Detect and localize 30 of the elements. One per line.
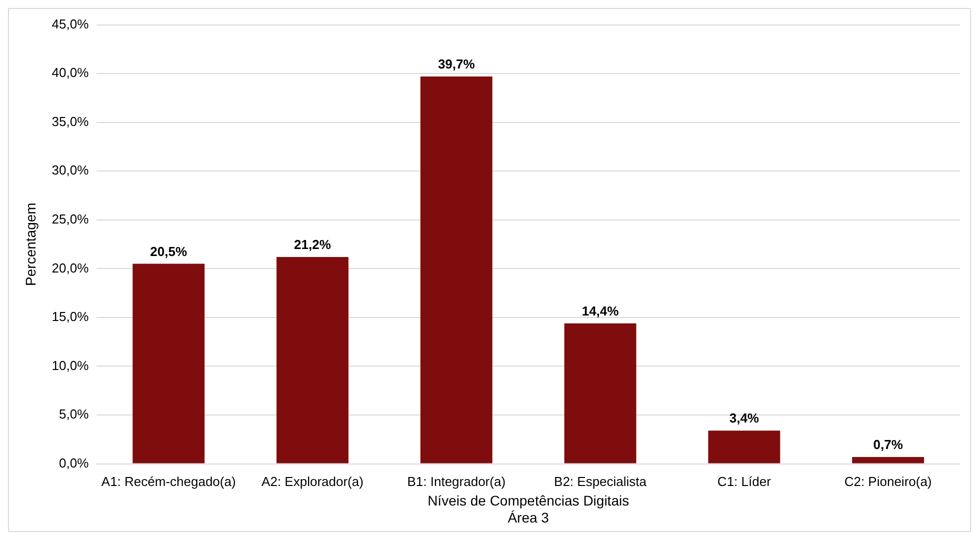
bar: [852, 456, 924, 464]
x-tick-label: B1: Integrador(a): [407, 474, 506, 490]
data-label: 20,5%: [150, 244, 188, 259]
y-axis-title: Percentagem: [22, 202, 38, 286]
bar: [564, 323, 636, 464]
bar: [132, 264, 205, 464]
x-tick-label: A2: Explorador(a): [262, 474, 364, 490]
data-label: 3,4%: [729, 410, 760, 426]
y-tick-label: 15,0%: [52, 309, 90, 324]
y-tick-label: 40,0%: [52, 65, 90, 80]
x-tick-label: C1: Líder: [717, 474, 772, 490]
x-axis-title: Níveis de Competências Digitais Área 3: [428, 492, 630, 526]
y-tick-label: 20,0%: [52, 260, 90, 276]
y-tick-label: 30,0%: [52, 162, 90, 178]
y-tick-label: 25,0%: [52, 211, 90, 226]
y-tick-label: 5,0%: [59, 406, 90, 422]
y-tick-label: 10,0%: [52, 358, 90, 373]
bar: [708, 430, 780, 464]
x-tick-label: C2: Pioneiro(a): [844, 474, 932, 490]
x-tick-label: B2: Especialista: [554, 474, 648, 490]
data-label: 39,7%: [438, 56, 476, 72]
y-tick-label: 45,0%: [52, 16, 90, 32]
x-tick-label: A1: Recém-chegado(a): [101, 474, 236, 490]
y-tick-label: 0,0%: [59, 455, 90, 470]
data-label: 14,4%: [582, 303, 620, 318]
y-tick-label: 35,0%: [52, 114, 90, 129]
data-label: 0,7%: [873, 437, 904, 452]
data-label: 21,2%: [294, 237, 332, 252]
bar: [420, 76, 492, 464]
bar: [276, 256, 348, 464]
